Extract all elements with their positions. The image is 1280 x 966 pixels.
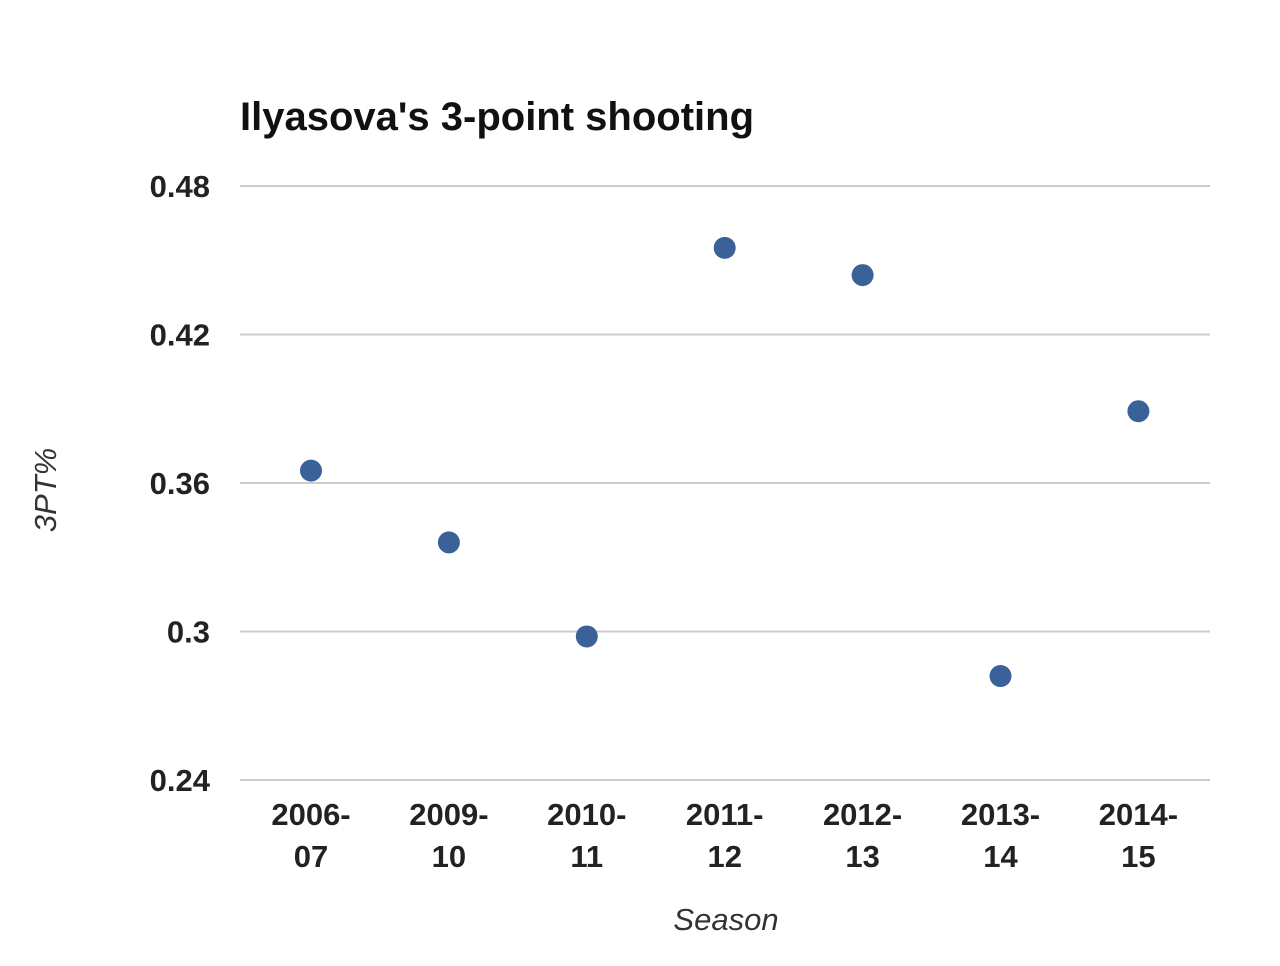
data-point [300, 459, 322, 482]
y-tick-label: 0.42 [150, 318, 210, 353]
x-tick-label: 2013-14 [961, 797, 1040, 874]
x-tick-label: 2014-15 [1099, 797, 1178, 874]
data-point [575, 625, 598, 648]
x-axis-label: Season [673, 902, 778, 937]
y-tick-label: 0.24 [150, 763, 211, 798]
x-tick-label: 2010-11 [547, 797, 626, 874]
x-tick-label: 2011-12 [686, 797, 764, 874]
x-tick-label: 2009-10 [409, 797, 488, 874]
y-axis-label: 3PT% [28, 448, 63, 532]
y-tick-label: 0.3 [167, 615, 210, 650]
y-tick-label: 0.36 [150, 466, 210, 501]
x-tick-label: 2012-13 [823, 797, 902, 874]
y-tick-label: 0.48 [150, 169, 210, 204]
data-point [713, 236, 736, 259]
chart-title: Ilyasova's 3-point shooting [240, 95, 754, 139]
data-point [989, 665, 1012, 688]
x-tick-label: 2006-07 [271, 797, 350, 874]
data-points [300, 236, 1150, 688]
gridlines [240, 185, 1210, 781]
x-axis-ticks: 2006-07 2009-10 2010-11 2011-12 2012-13 2013-… [271, 797, 1178, 874]
data-point [851, 264, 874, 287]
y-axis-ticks: 0.48 0.42 0.36 0.3 0.24 [150, 169, 211, 798]
data-point [437, 531, 460, 554]
data-point [1127, 400, 1150, 423]
